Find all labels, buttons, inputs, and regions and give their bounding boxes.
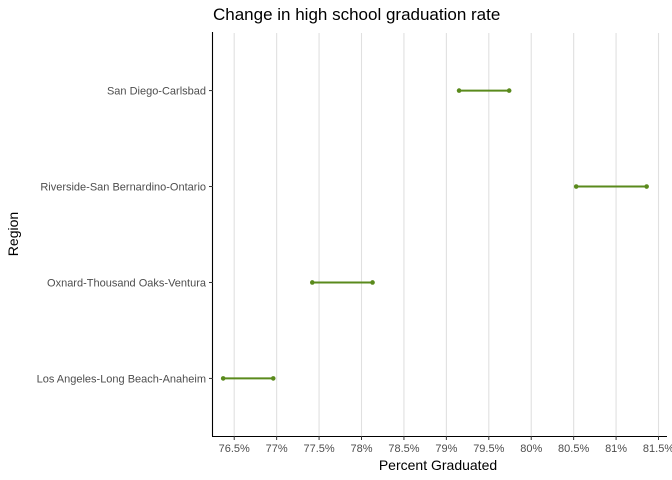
y-tick-label: Los Angeles-Long Beach-Anaheim bbox=[37, 373, 206, 385]
x-tick-label: 77.5% bbox=[303, 443, 334, 455]
x-tick-label: 80% bbox=[520, 443, 542, 455]
x-tick-label: 77% bbox=[266, 443, 288, 455]
x-tick-label: 79.5% bbox=[473, 443, 504, 455]
dumbbell-points bbox=[220, 88, 649, 381]
grid bbox=[233, 33, 660, 436]
y-tick-label: Riverside-San Bernardino-Ontario bbox=[40, 182, 206, 194]
y-axis-ticks: Los Angeles-Long Beach-Anaheim Oxnard-Tho… bbox=[37, 86, 213, 385]
x-tick-label: 76.5% bbox=[219, 443, 250, 455]
x-axis-ticks: 76.5% 77% 77.5% 78% 78.5% 79% 79.5% 80% 80.5% 81%… bbox=[219, 436, 672, 455]
dumbbell-segments bbox=[223, 89, 647, 380]
chart-title: Change in high school graduation rate bbox=[213, 5, 500, 24]
y-axis-title: Region bbox=[5, 212, 21, 256]
end-point bbox=[644, 184, 649, 189]
start-point bbox=[220, 376, 226, 381]
start-point bbox=[573, 184, 579, 189]
end-point bbox=[370, 280, 375, 285]
x-tick-label: 81.5% bbox=[643, 443, 672, 455]
x-tick-label: 78.5% bbox=[388, 443, 419, 455]
start-point bbox=[456, 88, 462, 93]
end-point bbox=[270, 376, 276, 381]
x-tick-label: 81% bbox=[605, 443, 627, 455]
y-tick-label: Oxnard-Thousand Oaks-Ventura bbox=[47, 277, 207, 289]
x-axis-title: Percent Graduated bbox=[379, 457, 497, 473]
y-tick-label: San Diego-Carlsbad bbox=[107, 86, 206, 98]
start-point bbox=[309, 280, 315, 285]
x-tick-label: 80.5% bbox=[558, 443, 589, 455]
x-tick-label: 79% bbox=[435, 443, 457, 455]
end-point bbox=[506, 88, 512, 93]
x-tick-label: 78% bbox=[350, 443, 372, 455]
